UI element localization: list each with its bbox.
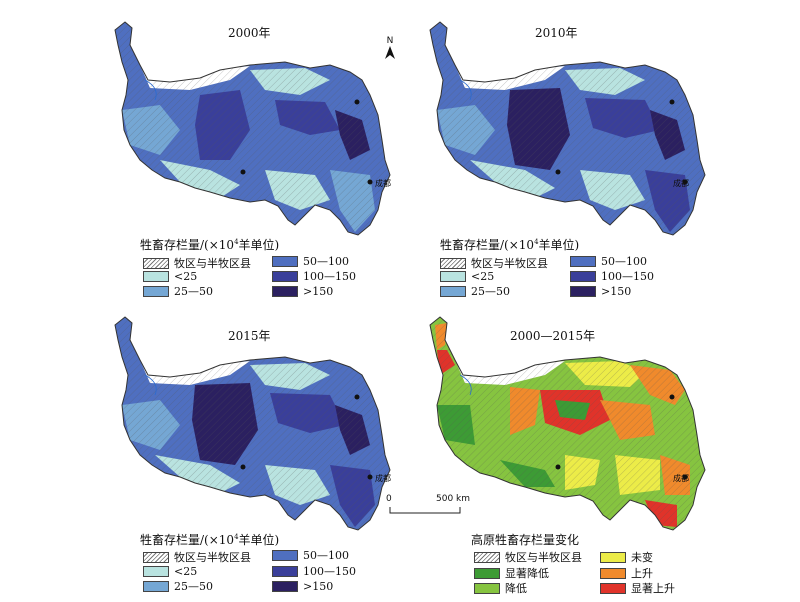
legend-item-25-50: 25—50 (143, 285, 213, 298)
legend-swatch (600, 551, 626, 563)
map-panel-2010: 2010年 成都 (415, 10, 715, 250)
city-dot-lhasa (240, 464, 246, 470)
legend-item-sig-increase: 显著上升 (600, 580, 675, 596)
legend-swatch (474, 567, 500, 579)
map-panel-change: 2000—2015年 成都 (415, 305, 715, 545)
legend-swatch (600, 582, 626, 594)
legend-item-pastoral: 牧区与半牧区县 (143, 255, 251, 271)
legend-item-50-100: 50—100 (272, 255, 349, 268)
legend-swatch (143, 551, 169, 563)
legend-item-50-100: 50—100 (570, 255, 647, 268)
plateau-map-2000 (114, 21, 391, 236)
city-dot-chengdu (682, 474, 688, 480)
legend-item-increase: 上升 (600, 565, 653, 581)
north-arrow: N (380, 36, 400, 63)
legend-item-decrease: 降低 (474, 580, 527, 596)
legend-item-lt25: <25 (143, 270, 197, 283)
legend-swatch (570, 271, 596, 282)
legend-title: 高原牲畜存栏量变化 (471, 533, 580, 547)
map-title: 2010年 (535, 26, 578, 40)
legend-swatch (440, 257, 466, 269)
map-title: 2000年 (228, 26, 271, 40)
legend-swatch (272, 256, 298, 267)
north-label: N (386, 36, 394, 46)
legend-swatch (272, 550, 298, 561)
legend-swatch (272, 286, 298, 297)
legend-swatch (272, 271, 298, 282)
city-label-chengdu: 成都 (673, 179, 689, 188)
legend-swatch (272, 581, 298, 592)
legend-item-100-150: 100—150 (570, 270, 654, 283)
legend-swatch (143, 257, 169, 269)
legend-swatch (143, 271, 169, 282)
legend-item-50-100: 50—100 (272, 549, 349, 562)
legend-swatch (474, 551, 500, 563)
legend-item-pastoral: 牧区与半牧区县 (143, 549, 251, 565)
map-panel-2000: 2000年 成都 (100, 10, 400, 250)
legend-item-lt25: <25 (440, 270, 494, 283)
city-label-chengdu: 成都 (673, 474, 689, 483)
plateau-map-change (429, 316, 706, 531)
city-dot-chengdu (367, 179, 373, 185)
legend-swatch (143, 566, 169, 577)
legend-swatch (474, 582, 500, 594)
legend-item-gt150: >150 (272, 285, 333, 298)
map-title: 2000—2015年 (510, 329, 596, 343)
legend-item-lt25: <25 (143, 565, 197, 578)
legend-item-gt150: >150 (570, 285, 631, 298)
legend-item-100-150: 100—150 (272, 270, 356, 283)
legend-item-unchanged: 未变 (600, 549, 653, 565)
legend-item-25-50: 25—50 (143, 580, 213, 593)
legend-swatch (440, 286, 466, 297)
legend-item-25-50: 25—50 (440, 285, 510, 298)
legend-item-sig-decrease: 显著降低 (474, 565, 549, 581)
map-title: 2015年 (228, 329, 271, 343)
plateau-map-2015 (114, 316, 391, 531)
legend-swatch (600, 567, 626, 579)
north-arrow-icon (385, 46, 395, 59)
scale-zero: 0 (386, 494, 392, 504)
legend-swatch (570, 286, 596, 297)
city-label-chengdu: 成都 (375, 474, 391, 483)
legend-title: 牲畜存栏量/(×104羊单位) (140, 533, 280, 547)
city-dot-chengdu (682, 179, 688, 185)
legend-item-100-150: 100—150 (272, 565, 356, 578)
legend-swatch (440, 271, 466, 282)
legend-swatch (570, 256, 596, 267)
city-dot-xining (669, 394, 675, 400)
scale-end: 500 km (436, 494, 471, 504)
legend-swatch (272, 566, 298, 577)
city-dot-chengdu (367, 474, 373, 480)
plateau-map-2010 (429, 21, 706, 236)
scale-bar-line (389, 507, 461, 514)
map-panel-2015: 2015年 成都 (100, 305, 400, 545)
legend-title: 牲畜存栏量/(×104羊单位) (440, 238, 580, 252)
city-dot-lhasa (555, 169, 561, 175)
city-dot-xining (354, 99, 360, 105)
legend-item-pastoral: 牧区与半牧区县 (474, 549, 582, 565)
legend-item-pastoral: 牧区与半牧区县 (440, 255, 548, 271)
legend-title: 牲畜存栏量/(×104羊单位) (140, 238, 280, 252)
city-dot-xining (669, 99, 675, 105)
legend-item-gt150: >150 (272, 580, 333, 593)
city-dot-lhasa (555, 464, 561, 470)
city-dot-xining (354, 394, 360, 400)
legend-swatch (143, 286, 169, 297)
city-label-chengdu: 成都 (375, 179, 391, 188)
legend-swatch (143, 581, 169, 592)
city-dot-lhasa (240, 169, 246, 175)
